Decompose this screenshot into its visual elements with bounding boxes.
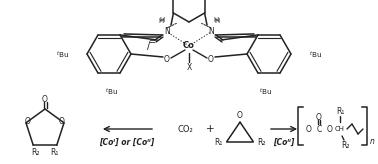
Text: N: N <box>208 28 214 37</box>
Text: /: / <box>147 41 150 51</box>
Text: R₁: R₁ <box>51 148 59 157</box>
Text: O: O <box>59 117 65 126</box>
Text: R₂: R₂ <box>341 141 349 150</box>
Text: O: O <box>208 55 214 64</box>
Text: H: H <box>160 17 165 23</box>
Text: Co: Co <box>183 41 195 51</box>
Text: O: O <box>164 55 170 64</box>
Text: O: O <box>306 124 312 133</box>
Text: R₂: R₂ <box>31 148 39 157</box>
Text: [Coᴵᴵ]: [Coᴵᴵ] <box>273 137 295 146</box>
Text: C: C <box>316 124 322 133</box>
Text: =: = <box>149 38 155 47</box>
Text: [Coᴵ] or [Coᴵᴵ]: [Coᴵ] or [Coᴵᴵ] <box>99 137 155 146</box>
Text: +: + <box>206 124 214 134</box>
Text: H: H <box>158 18 164 24</box>
Text: R₂: R₂ <box>257 138 266 147</box>
Text: R₁: R₁ <box>214 138 223 147</box>
Text: O: O <box>42 95 48 104</box>
Text: n: n <box>370 136 375 145</box>
Text: $^t$Bu: $^t$Bu <box>56 49 69 60</box>
Text: H: H <box>214 18 220 24</box>
Text: CO₂: CO₂ <box>177 124 193 133</box>
Text: CH: CH <box>335 126 345 132</box>
Text: N: N <box>164 28 170 37</box>
Text: $^t$Bu: $^t$Bu <box>105 86 119 97</box>
Text: $^t$Bu: $^t$Bu <box>309 49 322 60</box>
Text: X: X <box>186 63 192 72</box>
Text: O: O <box>316 113 322 122</box>
Text: R₁: R₁ <box>336 106 344 115</box>
Text: O: O <box>327 124 333 133</box>
Text: $^t$Bu: $^t$Bu <box>259 86 273 97</box>
Text: H: H <box>213 17 218 23</box>
Text: O: O <box>25 117 31 126</box>
Text: O: O <box>237 111 243 120</box>
